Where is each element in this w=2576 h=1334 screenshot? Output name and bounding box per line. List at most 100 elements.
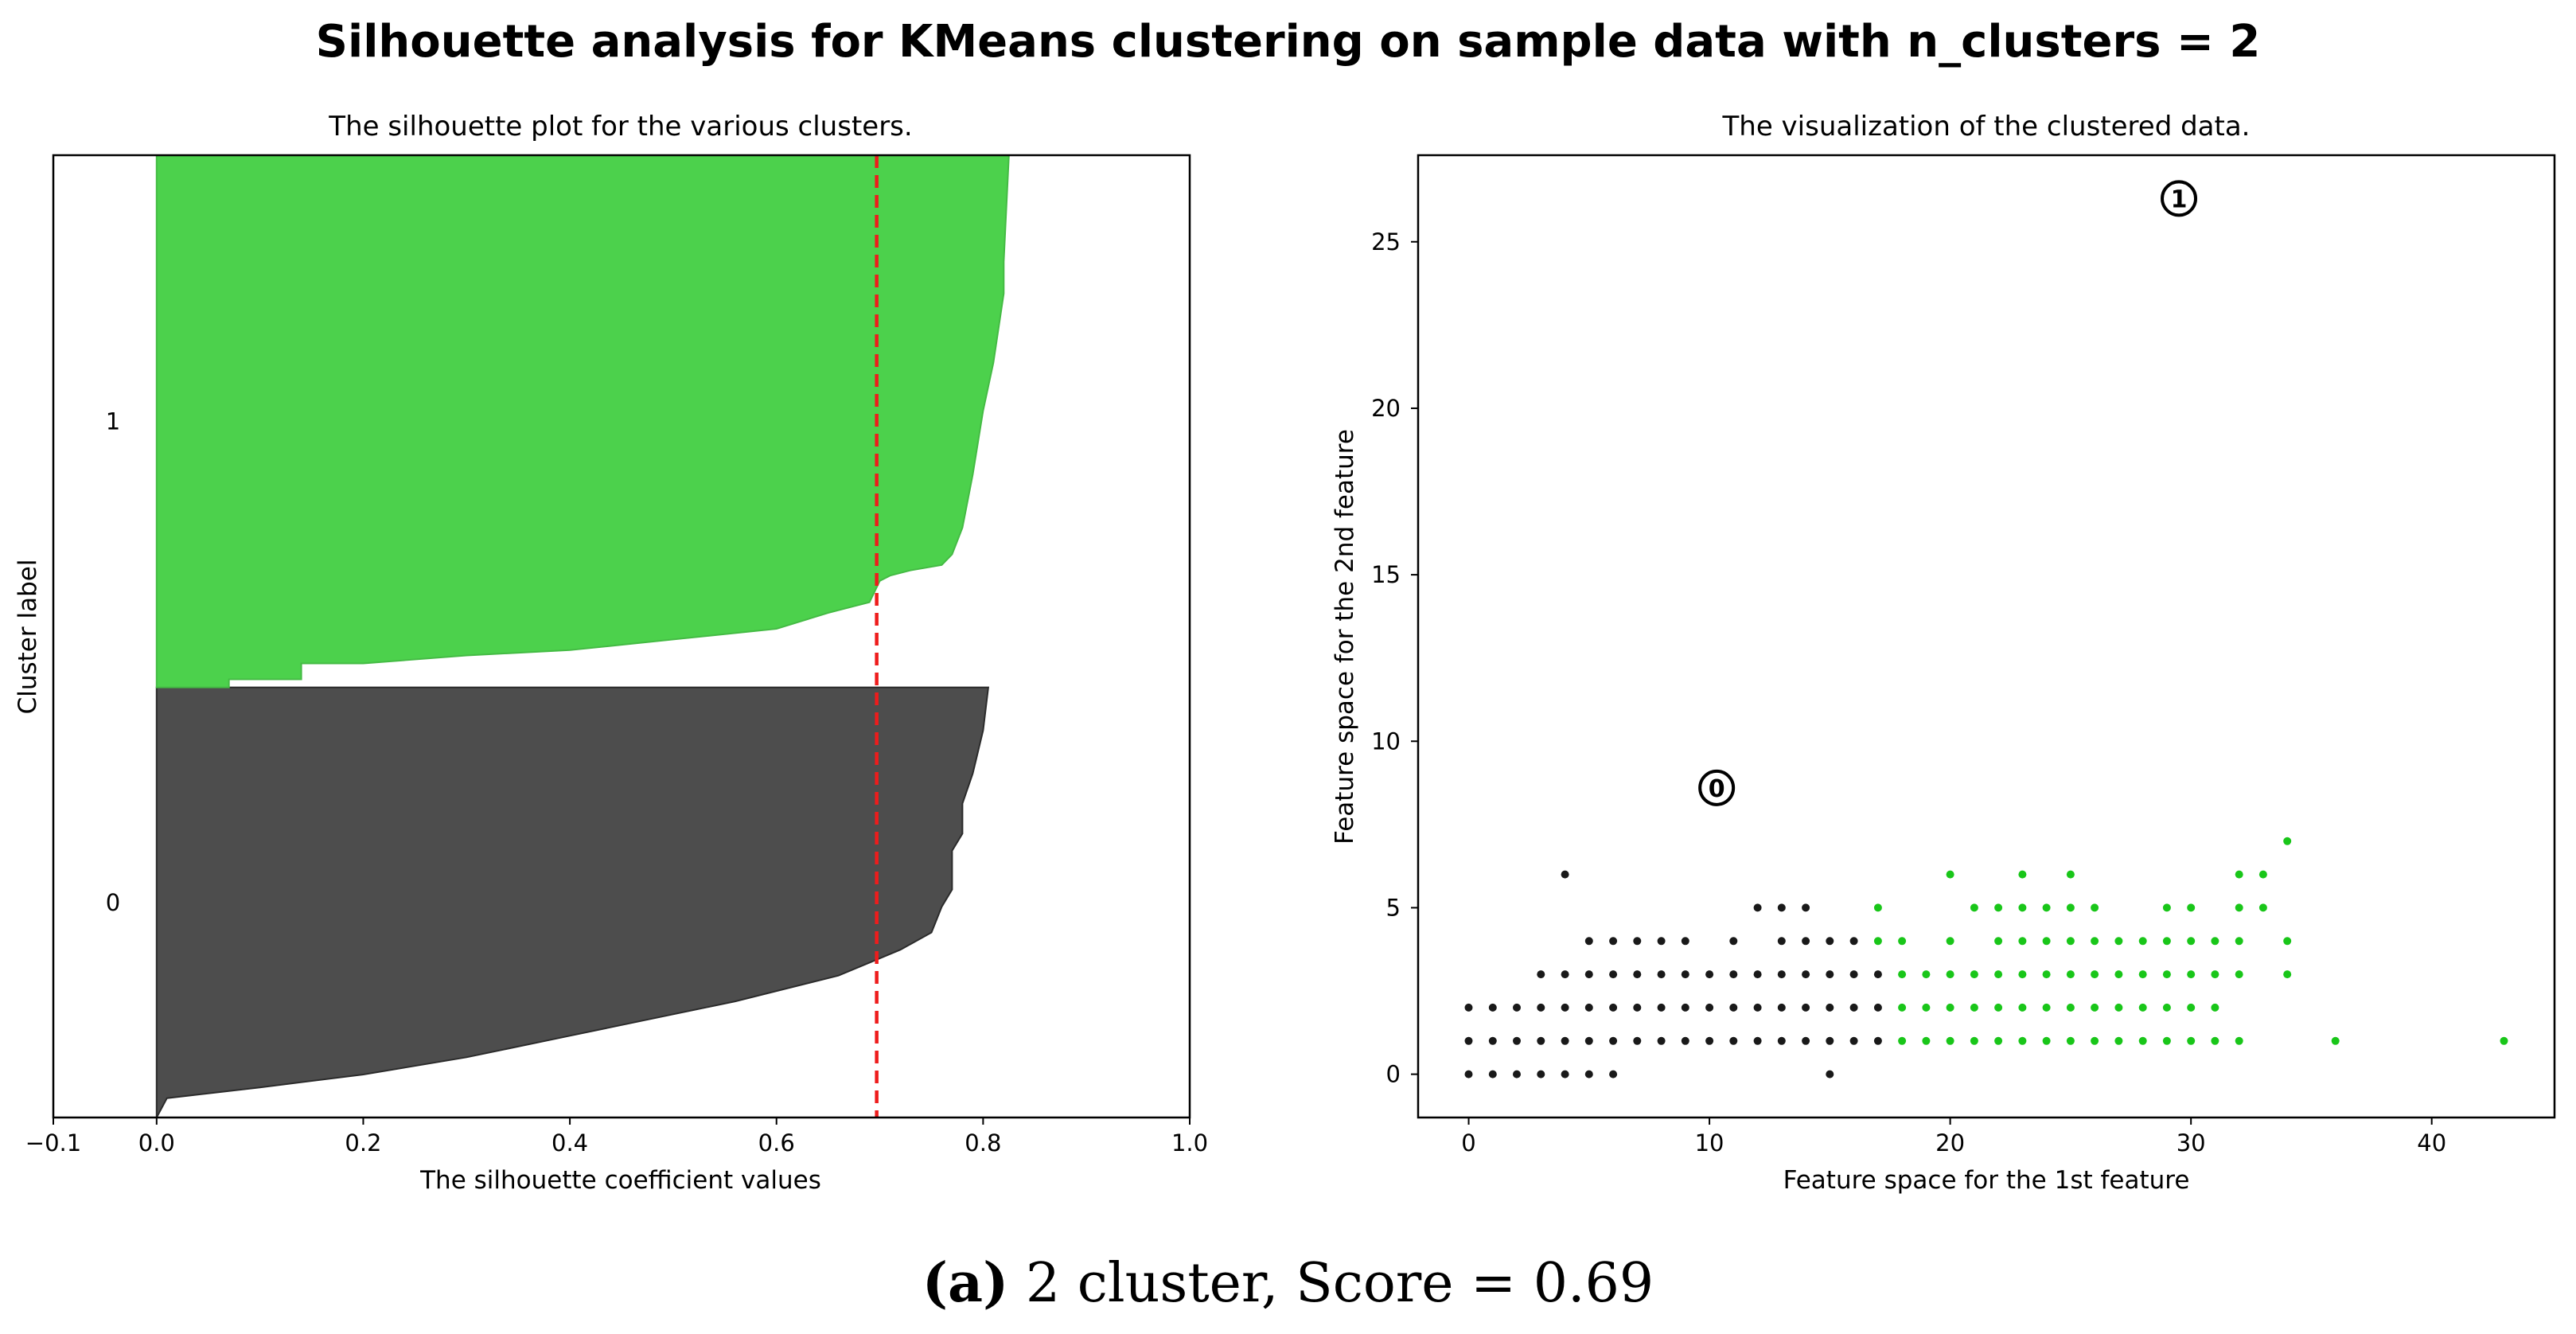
data-point-cluster-0 (1777, 970, 1786, 979)
x-tick-label: −0.1 (25, 1129, 81, 1157)
data-point-cluster-0 (1681, 1003, 1689, 1012)
data-point-cluster-1 (2042, 970, 2051, 979)
data-point-cluster-1 (2114, 1036, 2123, 1045)
data-point-cluster-0 (1584, 1003, 1593, 1012)
data-point-cluster-0 (1802, 1003, 1810, 1012)
data-point-cluster-0 (1584, 937, 1593, 946)
data-point-cluster-0 (1729, 1036, 1738, 1045)
data-point-cluster-1 (2091, 1036, 2099, 1045)
data-point-cluster-1 (2283, 937, 2292, 946)
data-point-cluster-1 (2042, 937, 2051, 946)
x-tick-label: 40 (2417, 1129, 2446, 1157)
data-point-cluster-0 (1561, 1003, 1569, 1012)
cluster-center-label-0: 0 (1709, 775, 1725, 803)
x-tick-label: 0.0 (138, 1129, 175, 1157)
data-point-cluster-1 (1994, 1036, 2003, 1045)
y-tick-label: 25 (1371, 228, 1401, 255)
y-tick-label: 10 (1371, 727, 1401, 755)
data-point-cluster-1 (2331, 1036, 2340, 1045)
cluster-centers: 01 (1698, 180, 2198, 806)
data-point-cluster-0 (1609, 970, 1618, 979)
data-point-cluster-1 (1994, 903, 2003, 912)
data-point-cluster-0 (1657, 937, 1666, 946)
data-point-cluster-1 (1898, 1036, 1907, 1045)
x-tick-label: 0.4 (551, 1129, 588, 1157)
silhouette-chart-title: The silhouette plot for the various clus… (328, 111, 912, 142)
data-point-cluster-1 (2235, 1036, 2243, 1045)
data-point-cluster-1 (2258, 903, 2267, 912)
data-point-cluster-0 (1777, 1036, 1786, 1045)
data-point-cluster-0 (1729, 1003, 1738, 1012)
data-point-cluster-0 (1464, 1070, 1473, 1079)
data-point-cluster-1 (2066, 870, 2075, 879)
data-point-cluster-1 (2162, 970, 2171, 979)
data-point-cluster-0 (1633, 970, 1642, 979)
y-tick-label: 20 (1371, 395, 1401, 422)
data-point-cluster-1 (1994, 970, 2003, 979)
data-point-cluster-0 (1584, 1070, 1593, 1079)
data-point-cluster-0 (1657, 1036, 1666, 1045)
data-point-cluster-0 (1633, 937, 1642, 946)
data-point-cluster-0 (1777, 937, 1786, 946)
data-point-cluster-1 (1946, 970, 1954, 979)
data-point-cluster-0 (1537, 1070, 1545, 1079)
x-tick-label: 0.2 (345, 1129, 381, 1157)
figure-suptitle: Silhouette analysis for KMeans clusterin… (315, 16, 2261, 68)
figure-caption: (a) 2 cluster, Score = 0.69 (0, 1251, 2576, 1315)
data-point-cluster-1 (2211, 937, 2219, 946)
y-tick-label: 5 (1386, 894, 1401, 921)
data-point-cluster-0 (1802, 937, 1810, 946)
data-point-cluster-1 (2187, 1003, 2196, 1012)
scatter-x-ticks: 0 10 20 30 40 (1461, 1118, 2446, 1157)
data-point-cluster-0 (1873, 1036, 1882, 1045)
data-point-cluster-1 (2211, 970, 2219, 979)
data-point-cluster-0 (1873, 1003, 1882, 1012)
data-point-cluster-1 (2091, 970, 2099, 979)
data-point-cluster-1 (2187, 937, 2196, 946)
data-point-cluster-0 (1561, 970, 1569, 979)
data-point-cluster-1 (2138, 1036, 2147, 1045)
x-tick-label: 30 (2177, 1129, 2206, 1157)
data-point-cluster-0 (1633, 1003, 1642, 1012)
data-point-cluster-0 (1537, 1003, 1545, 1012)
data-point-cluster-1 (2187, 970, 2196, 979)
data-point-cluster-1 (2018, 937, 2027, 946)
data-point-cluster-1 (1922, 1003, 1931, 1012)
data-point-cluster-0 (1681, 937, 1689, 946)
data-point-cluster-1 (2162, 937, 2171, 946)
caption-text: 2 cluster, Score = 0.69 (1008, 1252, 1654, 1315)
data-point-cluster-0 (1513, 1070, 1521, 1079)
data-point-cluster-1 (2091, 1003, 2099, 1012)
data-point-cluster-1 (2018, 903, 2027, 912)
data-point-cluster-1 (2162, 1036, 2171, 1045)
x-tick-label: 10 (1695, 1129, 1724, 1157)
data-point-cluster-0 (1584, 1036, 1593, 1045)
data-point-cluster-1 (1922, 1036, 1931, 1045)
data-point-cluster-0 (1826, 1003, 1834, 1012)
scatter-chart: The visualization of the clustered data.… (1331, 111, 2556, 1195)
data-point-cluster-0 (1609, 937, 1618, 946)
data-point-cluster-0 (1657, 1003, 1666, 1012)
silhouette-cluster-1 (155, 154, 1010, 688)
data-point-cluster-1 (2114, 970, 2123, 979)
scatter-y-ticks: 0 5 10 15 20 25 (1371, 228, 1418, 1088)
silhouette-plot-frame (52, 154, 1191, 1119)
scatter-y-axis-label: Feature space for the 2nd feature (1331, 429, 1359, 844)
data-point-cluster-1 (2042, 903, 2051, 912)
data-point-cluster-1 (2235, 903, 2243, 912)
data-point-cluster-1 (2066, 1036, 2075, 1045)
data-point-cluster-0 (1633, 1036, 1642, 1045)
data-point-cluster-0 (1681, 1036, 1689, 1045)
caption-letter: (a) (922, 1251, 1009, 1315)
data-point-cluster-1 (1873, 903, 1882, 912)
data-point-cluster-0 (1729, 937, 1738, 946)
data-point-cluster-1 (2235, 870, 2243, 879)
data-point-cluster-1 (1970, 970, 1978, 979)
data-point-cluster-0 (1802, 903, 1810, 912)
data-point-cluster-0 (1488, 1036, 1497, 1045)
data-point-cluster-0 (1584, 970, 1593, 979)
data-point-cluster-0 (1705, 970, 1714, 979)
data-point-cluster-1 (2500, 1036, 2508, 1045)
data-point-cluster-0 (1753, 1036, 1762, 1045)
